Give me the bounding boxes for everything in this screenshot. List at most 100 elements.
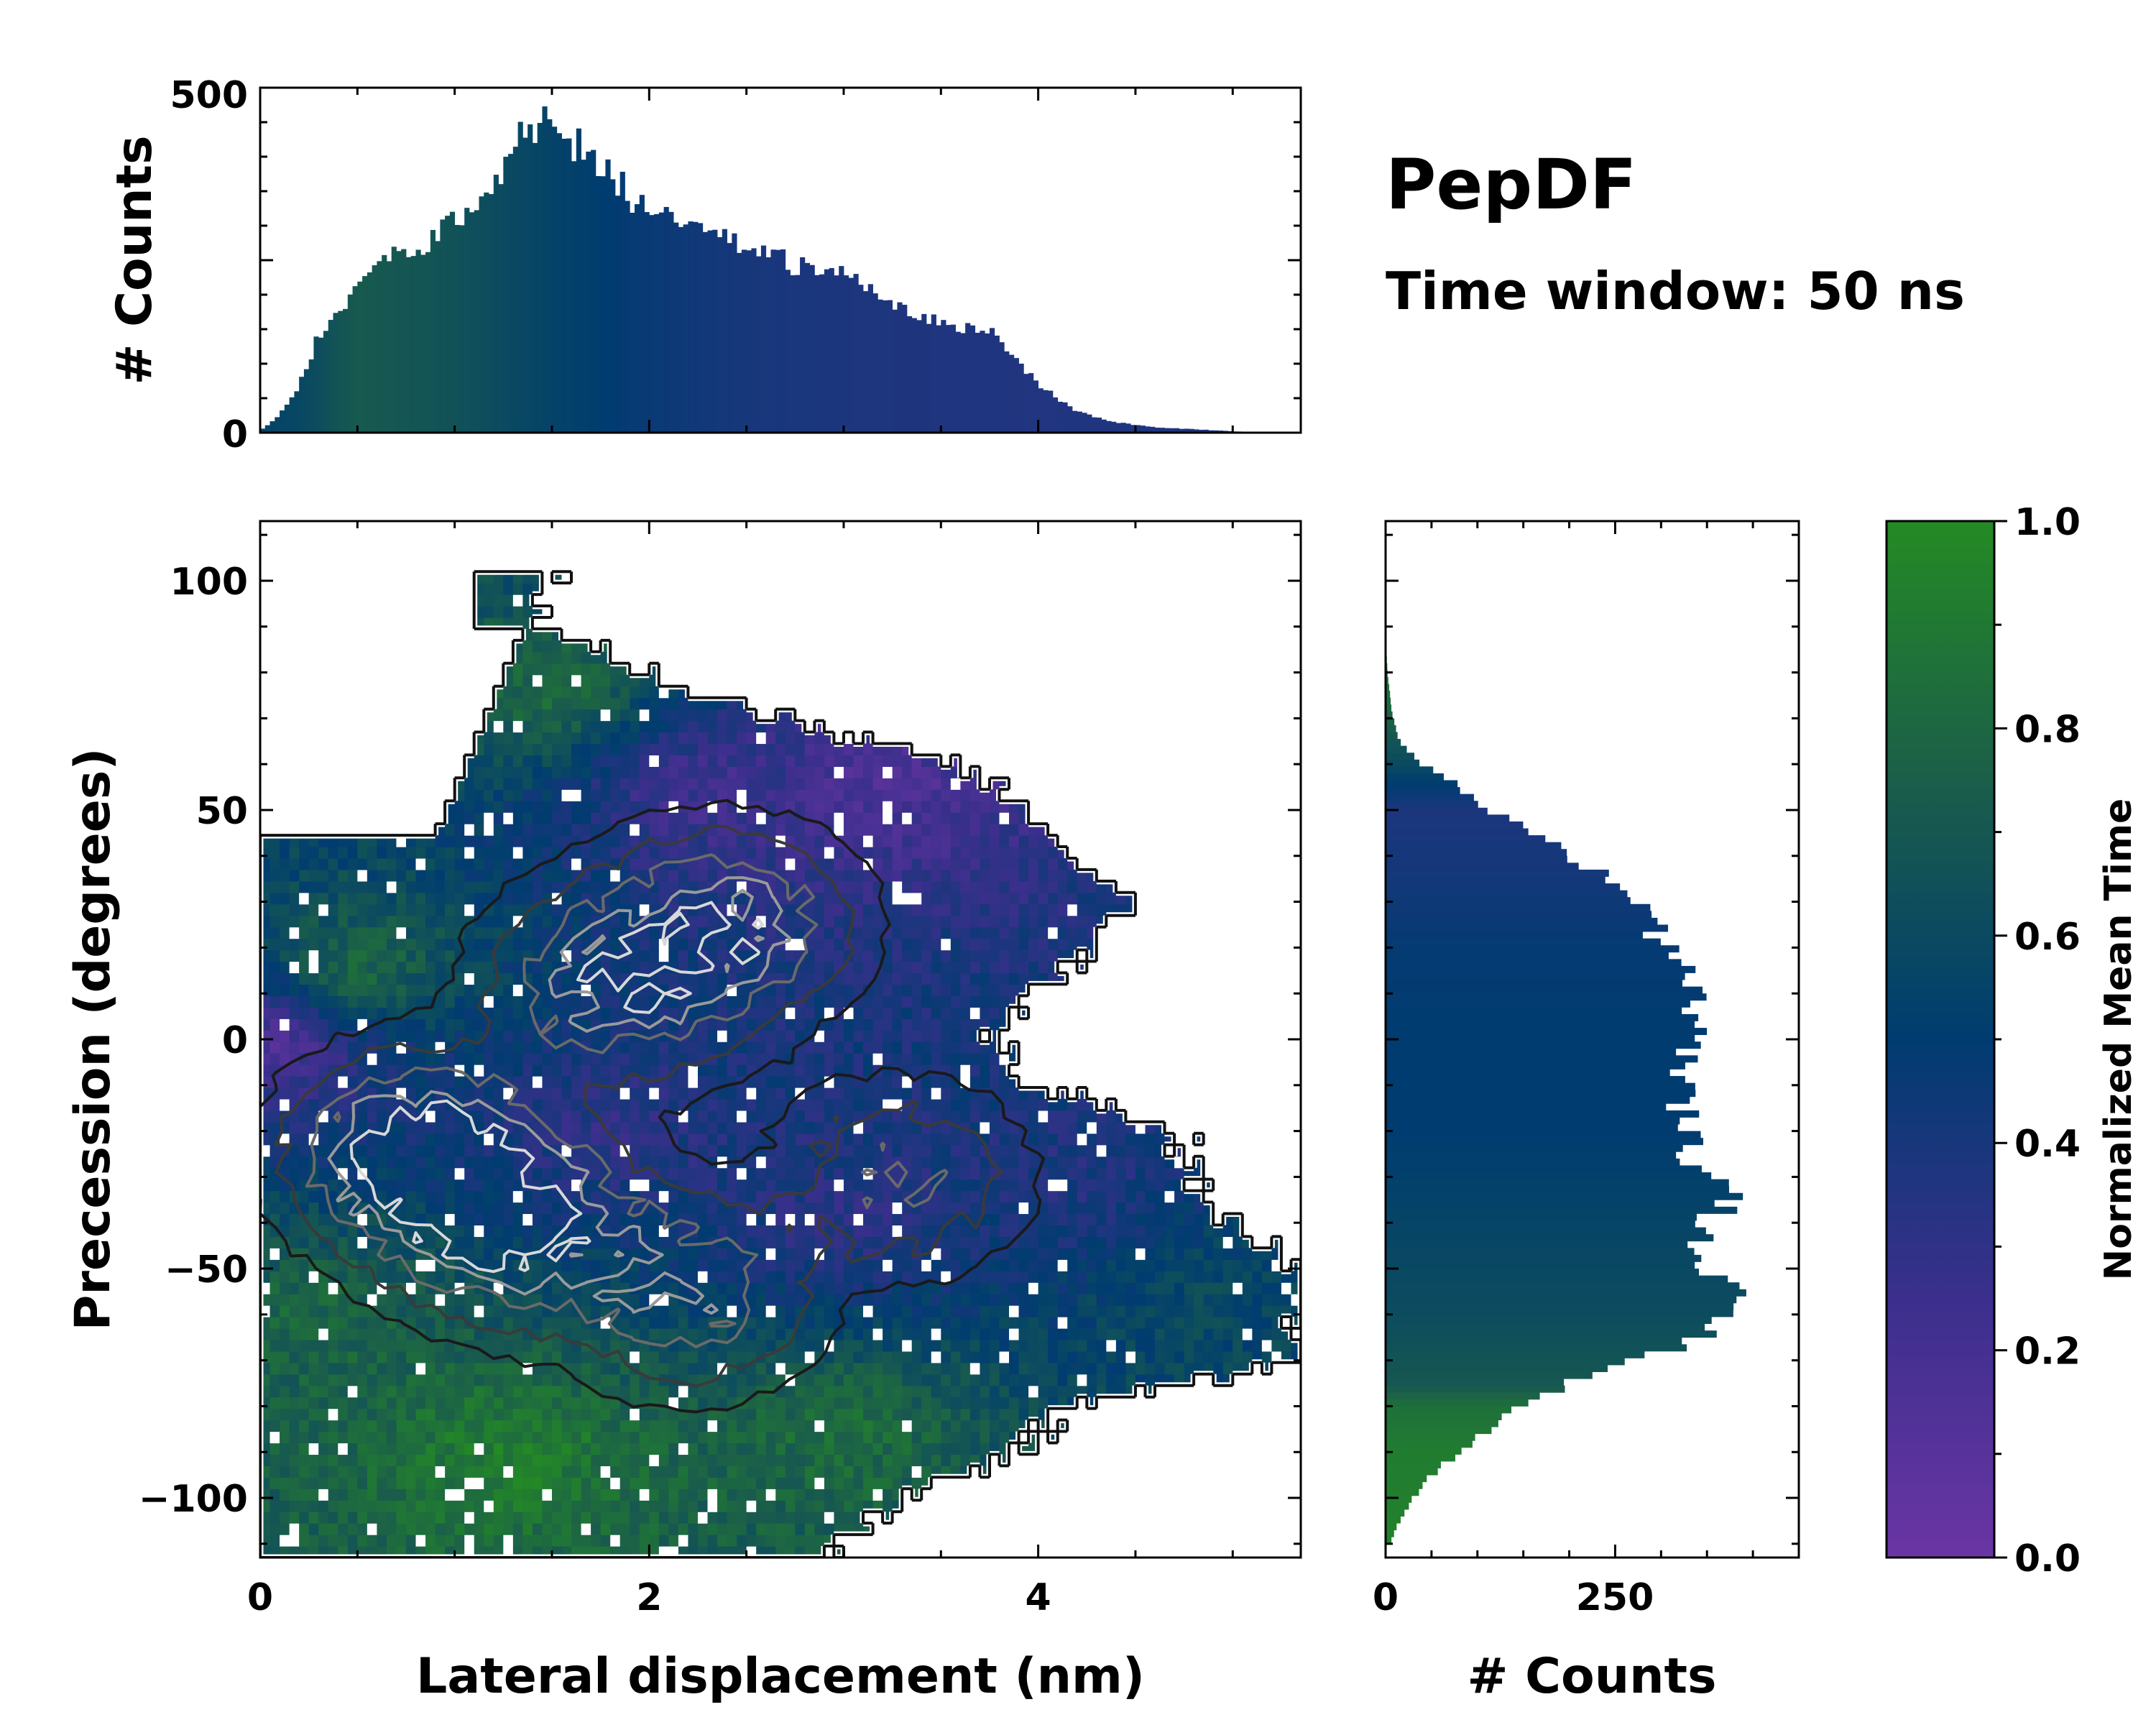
- heatmap-cell: [581, 1489, 591, 1501]
- heatmap-cell: [415, 1007, 426, 1019]
- heatmap-cell: [1106, 1282, 1117, 1294]
- heatmap-cell: [308, 1305, 319, 1317]
- heatmap-cell: [318, 1431, 329, 1444]
- heatmap-cell: [396, 1144, 407, 1157]
- heatmap-cell: [619, 1041, 630, 1054]
- heatmap-cell: [707, 1213, 718, 1226]
- heatmap-cell: [1125, 1374, 1136, 1386]
- heatmap-cell: [415, 1317, 426, 1329]
- heatmap-cell: [872, 1431, 883, 1444]
- heatmap-cell: [1038, 938, 1049, 951]
- heatmap-cell: [289, 1294, 300, 1306]
- heatmap-cell: [999, 1431, 1010, 1444]
- heatmap-cell: [386, 1385, 397, 1398]
- heatmap-cell: [737, 1408, 747, 1421]
- heatmap-cell: [717, 1064, 728, 1077]
- heatmap-cell: [756, 1339, 767, 1352]
- heatmap-cell: [1077, 1202, 1087, 1215]
- heatmap-cell: [425, 1076, 436, 1088]
- heatmap-cell: [415, 1523, 426, 1535]
- heatmap-cell: [1145, 1190, 1156, 1203]
- heatmap-cell: [1115, 1202, 1127, 1215]
- heatmap-cell: [688, 1477, 699, 1489]
- heatmap-cell: [532, 1271, 543, 1283]
- heatmap-cell: [610, 1202, 621, 1215]
- heatmap-cell: [639, 1477, 650, 1489]
- heatmap-cell: [289, 1007, 300, 1019]
- heatmap-cell: [756, 1282, 767, 1294]
- heatmap-cell: [853, 1351, 864, 1363]
- heatmap-cell: [883, 1317, 893, 1329]
- heatmap-cell: [367, 1351, 377, 1363]
- heatmap-cell: [824, 1489, 835, 1501]
- heatmap-cell: [454, 1477, 465, 1489]
- heatmap-cell: [960, 1202, 971, 1215]
- top-histogram-bar: [883, 300, 888, 433]
- heatmap-cell: [921, 1351, 932, 1363]
- heatmap-cell: [775, 1397, 786, 1409]
- heatmap-cell: [649, 1523, 660, 1535]
- heatmap-cell: [756, 1431, 767, 1444]
- heatmap-cell: [1077, 1225, 1087, 1237]
- heatmap-cell: [804, 1477, 815, 1489]
- heatmap-cell: [1009, 1420, 1020, 1432]
- heatmap-cell: [737, 1500, 747, 1512]
- heatmap-cell: [532, 1098, 543, 1111]
- heatmap-cell: [328, 972, 338, 985]
- heatmap-cell: [814, 1397, 825, 1409]
- heatmap-cell: [270, 1339, 280, 1352]
- heatmap-cell: [697, 1500, 709, 1512]
- heatmap-cell: [941, 1397, 952, 1409]
- heatmap-cell: [960, 1397, 971, 1409]
- heatmap-cell: [474, 1512, 484, 1524]
- top-histogram-bar: [989, 328, 995, 433]
- heatmap-cell: [989, 1305, 1000, 1317]
- heatmap-cell: [892, 1374, 903, 1386]
- heatmap-cell: [464, 1087, 475, 1100]
- heatmap-cell: [1271, 1305, 1282, 1317]
- heatmap-cell: [727, 1282, 737, 1294]
- top-histogram-bar: [1052, 397, 1059, 433]
- heatmap-cell: [1174, 1236, 1185, 1248]
- top-histogram-bar: [1043, 390, 1049, 433]
- heatmap-cell: [318, 1500, 329, 1512]
- heatmap-cell: [834, 1385, 844, 1398]
- heatmap-cell: [969, 1282, 981, 1294]
- heatmap-cell: [756, 1535, 767, 1547]
- heatmap-cell: [270, 1477, 280, 1489]
- heatmap-cell: [765, 1420, 776, 1432]
- heatmap-cell: [911, 1328, 922, 1340]
- heatmap-cell: [280, 949, 290, 962]
- heatmap-cell: [911, 1339, 922, 1352]
- heatmap-cell: [804, 1064, 815, 1077]
- heatmap-cell: [921, 1053, 932, 1065]
- heatmap-cell: [834, 1259, 844, 1271]
- heatmap-cell: [853, 1431, 864, 1444]
- heatmap-cell: [727, 1018, 737, 1031]
- heatmap-cell: [1125, 1225, 1136, 1237]
- heatmap-cell: [338, 1535, 349, 1547]
- heatmap-cell: [396, 1477, 407, 1489]
- heatmap-cell: [1057, 1225, 1068, 1237]
- heatmap-cell: [503, 1489, 514, 1501]
- heatmap-cell: [571, 1420, 582, 1432]
- heatmap-cell: [785, 1339, 796, 1352]
- heatmap-cell: [921, 1420, 932, 1432]
- heatmap-cell: [1155, 1294, 1166, 1306]
- heatmap-cell: [630, 1317, 640, 1329]
- heatmap-cell: [989, 1053, 1000, 1065]
- heatmap-cell: [649, 1535, 660, 1547]
- heatmap-cell: [795, 1397, 806, 1409]
- heatmap-cell: [765, 1305, 776, 1317]
- heatmap-cell: [727, 1420, 737, 1432]
- top-histogram-bar: [872, 293, 878, 433]
- heatmap-cell: [707, 938, 718, 951]
- heatmap-cell: [678, 1420, 689, 1432]
- heatmap-cell: [1203, 1225, 1214, 1237]
- heatmap-cell: [1222, 1328, 1233, 1340]
- heatmap-cell: [911, 1156, 922, 1169]
- heatmap-cell: [785, 1294, 796, 1306]
- heatmap-cell: [775, 1362, 786, 1375]
- heatmap-cell: [717, 972, 728, 985]
- heatmap-cell: [1077, 1339, 1087, 1352]
